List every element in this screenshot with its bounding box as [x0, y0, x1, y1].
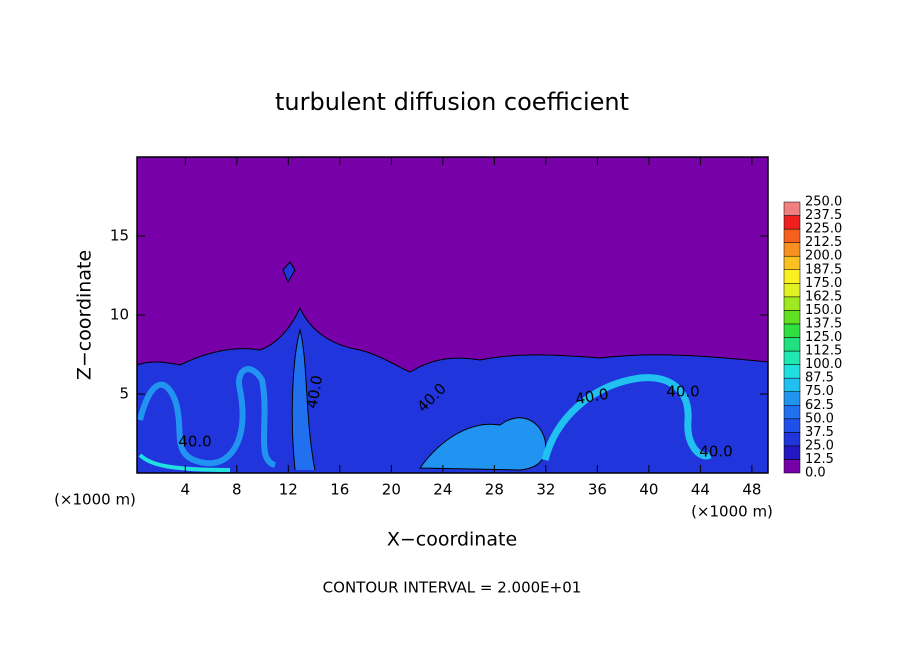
- colorbar-band: [783, 296, 801, 311]
- colorbar-label: 25.0: [805, 438, 834, 453]
- colorbar-band: [783, 337, 801, 352]
- field-swirl: [291, 328, 316, 471]
- contour-label: 40.0: [666, 383, 699, 401]
- colorbar-band: [783, 391, 801, 406]
- colorbar-band: [783, 432, 801, 447]
- colorbar-band: [783, 242, 801, 257]
- y-tick-label: 5: [119, 385, 129, 403]
- colorbar-label: 0.0: [805, 466, 826, 481]
- colorbar-band: [783, 215, 801, 230]
- colorbar-band: [783, 364, 801, 379]
- colorbar-band: [783, 269, 801, 284]
- colorbar-label: 237.5: [805, 208, 842, 223]
- colorbar-label: 250.0: [805, 195, 842, 210]
- colorbar-band: [783, 459, 801, 474]
- x-tick-label: 20: [382, 481, 401, 499]
- field-swirl: [137, 366, 277, 468]
- annotation: CONTOUR INTERVAL = 2.000E+01: [323, 579, 582, 597]
- colorbar-band: [783, 255, 801, 271]
- x-tick-label: 40: [639, 481, 658, 499]
- contour-label: 40.0: [303, 374, 327, 410]
- colorbar-band: [783, 377, 801, 392]
- colorbar-label: 112.5: [805, 344, 842, 359]
- x-tick-label: 12: [279, 481, 298, 499]
- x-tick-label: 24: [433, 481, 452, 499]
- y-axis-label: Z−coordinate: [74, 250, 96, 380]
- colorbar-label: 225.0: [805, 222, 842, 237]
- x-tick-label: 32: [536, 481, 555, 499]
- colorbar-label: 87.5: [805, 371, 834, 386]
- field-patch: [282, 261, 296, 284]
- x-tick-label: 16: [330, 481, 349, 499]
- colorbar-label: 137.5: [805, 316, 842, 331]
- colorbar-label: 50.0: [805, 411, 834, 426]
- colorbar-band: [783, 418, 801, 433]
- field-swirl: [138, 453, 231, 472]
- colorbar-band: [783, 350, 801, 365]
- plot-area: [136, 156, 769, 474]
- colorbar-band: [783, 405, 801, 420]
- x-tick-label: 4: [181, 481, 191, 499]
- colorbar-label: 75.0: [805, 384, 834, 399]
- field-swirl: [419, 417, 547, 471]
- field-swirl: [541, 374, 712, 461]
- x-tick-label: 36: [588, 481, 607, 499]
- x-unit: (×1000 m): [691, 503, 773, 521]
- colorbar-label: 212.5: [805, 235, 842, 250]
- colorbar-band: [783, 283, 801, 298]
- x-unit: (×1000 m): [54, 491, 136, 509]
- colorbar-label: 62.5: [805, 398, 834, 413]
- colorbar: 0.012.525.037.550.062.575.087.5100.0112.…: [783, 195, 842, 481]
- colorbar-label: 100.0: [805, 357, 842, 372]
- y-tick-label: 10: [110, 306, 129, 324]
- contour-label: 40.0: [574, 385, 610, 409]
- y-tick-label: 15: [110, 227, 129, 245]
- x-tick-label: 8: [232, 481, 242, 499]
- colorbar-label: 37.5: [805, 425, 834, 440]
- colorbar-band: [783, 201, 801, 216]
- colorbar-label: 175.0: [805, 276, 842, 291]
- colorbar-label: 125.0: [805, 330, 842, 345]
- colorbar-label: 12.5: [805, 452, 834, 467]
- colorbar-band: [783, 310, 801, 325]
- colorbar-label: 162.5: [805, 289, 842, 304]
- colorbar-label: 187.5: [805, 262, 842, 277]
- x-tick-label: 28: [485, 481, 504, 499]
- contour-label: 40.0: [178, 433, 211, 451]
- colorbar-label: 200.0: [805, 249, 842, 264]
- colorbar-label: 150.0: [805, 303, 842, 318]
- contour-label: 40.0: [699, 443, 732, 461]
- x-tick-label: 44: [691, 481, 710, 499]
- colorbar-band: [783, 228, 801, 243]
- x-tick-label: 48: [742, 481, 761, 499]
- x-axis-label: X−coordinate: [387, 529, 517, 551]
- chart-title: turbulent diffusion coefficient: [275, 88, 629, 116]
- colorbar-band: [783, 323, 801, 338]
- colorbar-band: [783, 445, 801, 460]
